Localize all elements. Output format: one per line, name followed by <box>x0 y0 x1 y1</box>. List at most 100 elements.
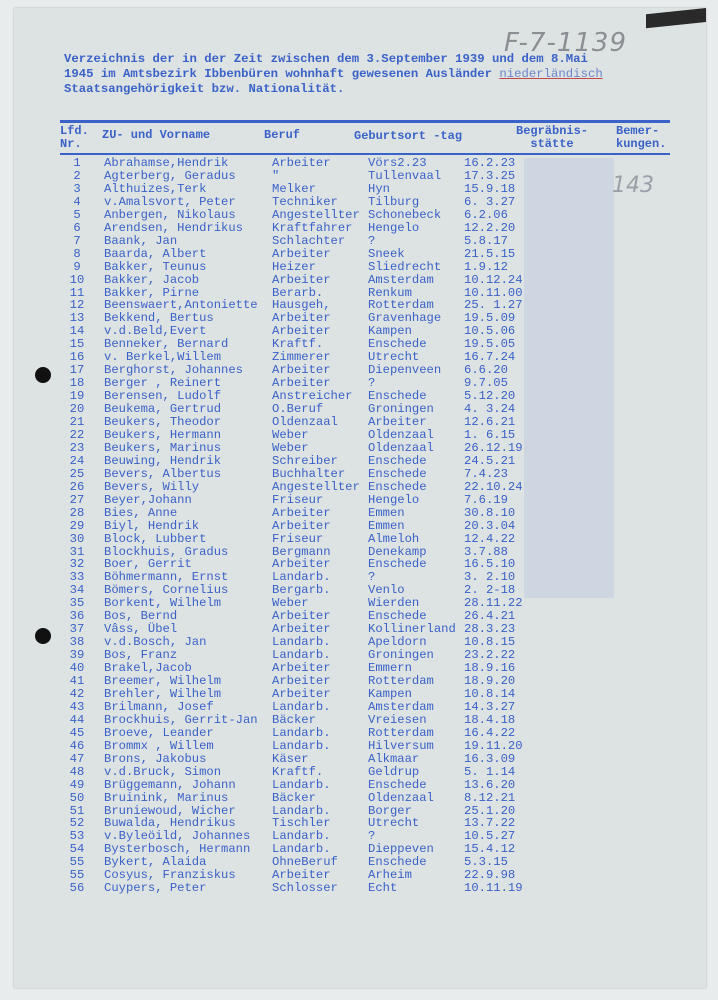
person-name: Brons, Jakobus <box>104 751 207 766</box>
birth-date: 6.6.20 <box>464 363 508 378</box>
birth-date: 23.2.22 <box>464 648 516 663</box>
handwritten-note: 143 <box>612 173 654 198</box>
occupation: Arbeiter <box>272 609 331 624</box>
birthplace: Amsterdam <box>368 272 434 287</box>
birthplace: Groningen <box>368 402 434 417</box>
birthplace: Emmen <box>368 518 405 533</box>
person-name: Block, Lubbert <box>104 531 207 546</box>
person-name: v.d.Bosch, Jan <box>104 635 207 650</box>
birth-date: 20.3.04 <box>464 518 516 533</box>
birth-date: 10.8.14 <box>464 686 516 701</box>
row-number: 14 <box>69 324 85 339</box>
row-number: 54 <box>69 842 85 857</box>
birth-date: 16.3.09 <box>464 751 516 766</box>
table-row: 15 Benneker, Bernard Kraftf. Enschede 19.5.0… <box>66 337 516 352</box>
table-row: 6 Arendsen, Hendrikus Kraftfahrer Hengelo 12… <box>66 220 515 235</box>
table-row: 27 Beyer,Johann Friseur Hengelo 7.6.19 <box>66 492 508 507</box>
birth-date: 5.3.15 <box>464 855 508 870</box>
row-number: 40 <box>69 661 85 676</box>
table-row: 54 Bysterbosch, Hermann Landarb. Dieppeven 1… <box>66 842 516 857</box>
birthplace: Hilversum <box>368 738 434 753</box>
row-number: 7 <box>73 233 81 248</box>
person-name: Böhmermann, Ernst <box>104 570 229 585</box>
birthplace: Oldenzaal <box>368 427 434 442</box>
person-name: Bykert, Alaida <box>104 855 207 870</box>
birth-date: 10.5.27 <box>464 829 516 844</box>
birth-date: 22.9.98 <box>464 868 516 883</box>
birth-date: 28.11.22 <box>464 596 523 611</box>
person-name: Bevers, Willy <box>104 479 200 494</box>
table-row: 3 Althuizes,Terk Melker Hyn 15.9.18 <box>66 182 515 196</box>
row-number: 20 <box>69 402 85 417</box>
occupation: Schreiber <box>272 453 338 468</box>
occupation: Bergarb. <box>272 583 331 598</box>
table-row: 18 Berger , Reinert Arbeiter? 9.7.05 <box>66 377 508 390</box>
row-number: 23 <box>69 440 85 455</box>
birth-date: 6. 3.27 <box>464 194 516 209</box>
birth-date: 16.2.23 <box>464 156 516 170</box>
col-header-birth: Geburtsort -tag <box>354 129 463 143</box>
occupation: Anstreicher <box>272 389 353 404</box>
table-row: 1 Abrahamse,Hendrik Arbeiter Vörs2.23 16.2.2… <box>66 157 515 170</box>
person-name: Beukers, Marinus <box>104 440 222 455</box>
row-number: 22 <box>69 427 85 442</box>
occupation: Bäcker <box>272 790 316 805</box>
birth-date: 7.6.19 <box>464 492 508 507</box>
birthplace: Denekamp <box>368 544 427 559</box>
row-number: 18 <box>69 376 85 391</box>
occupation: Landarb. <box>272 570 331 585</box>
person-name: Beukers, Hermann <box>104 427 222 442</box>
person-name: Bies, Anne <box>104 505 178 520</box>
row-number: 12 <box>69 298 85 313</box>
occupation: Landarb. <box>272 635 331 650</box>
col-header-job: Beruf <box>264 128 301 142</box>
birth-date: 5.8.17 <box>464 233 508 248</box>
row-number: 33 <box>69 570 85 585</box>
row-number: 38 <box>69 635 85 650</box>
occupation: OhneBeruf <box>272 855 338 870</box>
table-row: 10 Bakker, Jacob Arbeiter Amsterdam 10.12.24 <box>66 272 523 287</box>
col-header-remarks: Bemer- kungen. <box>616 124 667 151</box>
table-row: 33 Böhmermann, Ernst Landarb.? 3. 2.10 <box>66 570 516 585</box>
occupation: Arbeiter <box>272 557 331 572</box>
person-name: v.Amalsvort, Peter <box>104 194 236 209</box>
birth-date: 13.6.20 <box>464 777 516 792</box>
faded-stamp-area <box>524 158 614 598</box>
row-number: 6 <box>73 220 81 235</box>
birthplace: Enschede <box>368 557 427 572</box>
birth-date: 25. 1.27 <box>464 298 523 313</box>
title-part-2: Staatsangehörigkeit bzw. Nationalität. <box>64 82 345 96</box>
row-number: 45 <box>69 725 85 740</box>
table-row: 40 Brakel,Jacob Arbeiter Emmern 18.9.16 <box>66 661 516 676</box>
birthplace: Rotterdam <box>368 298 434 313</box>
table-row: 21 Beukers, Theodor Oldenzaal Arbeiter 12.6.… <box>66 416 516 429</box>
birthplace: Diepenveen <box>368 363 442 378</box>
person-name: Brüggemann, Johann <box>104 777 236 792</box>
person-name: Brommx , Willem <box>104 738 214 753</box>
birth-date: 18.4.18 <box>464 712 516 727</box>
birth-date: 6.2.06 <box>464 207 508 222</box>
table-row: 45 Broeve, Leander Landarb. Rotterdam 16.4.2… <box>66 725 516 740</box>
person-name: Brehler, Wilhelm <box>104 686 222 701</box>
birthplace: Alkmaar <box>368 751 420 766</box>
person-name: Beenswaert,Antoniette <box>104 298 258 313</box>
occupation: Landarb. <box>272 829 331 844</box>
birthplace: Oldenzaal <box>368 790 434 805</box>
birth-date: 3.7.88 <box>464 544 508 559</box>
table-row: 53 v.Byleöild, Johannes Landarb.? 10.5.27 <box>66 829 516 844</box>
birthplace: Utrecht <box>368 816 420 831</box>
row-number: 15 <box>69 337 85 352</box>
birthplace: Hengelo <box>368 492 420 507</box>
person-name: Brilmann, Josef <box>104 699 214 714</box>
birth-date: 30.8.10 <box>464 505 516 520</box>
table-row: 11 Bakker, Pirne Berarb. Renkum 10.11.00 <box>66 286 523 300</box>
row-number: 28 <box>69 505 85 520</box>
birthplace: Enschede <box>368 466 427 481</box>
row-number: 9 <box>73 259 81 274</box>
person-name: Breemer, Wilhelm <box>104 674 222 688</box>
birth-date: 13.7.22 <box>464 816 516 831</box>
person-name: Brockhuis, Gerrit-Jan <box>104 712 258 727</box>
row-number: 34 <box>69 583 85 598</box>
table-row: 37 Vâss, Übel Arbeiter Kollinerland 28.3.23 <box>66 623 516 636</box>
table-row: 36 Bos, Bernd Arbeiter Enschede 26.4.21 <box>66 609 516 624</box>
